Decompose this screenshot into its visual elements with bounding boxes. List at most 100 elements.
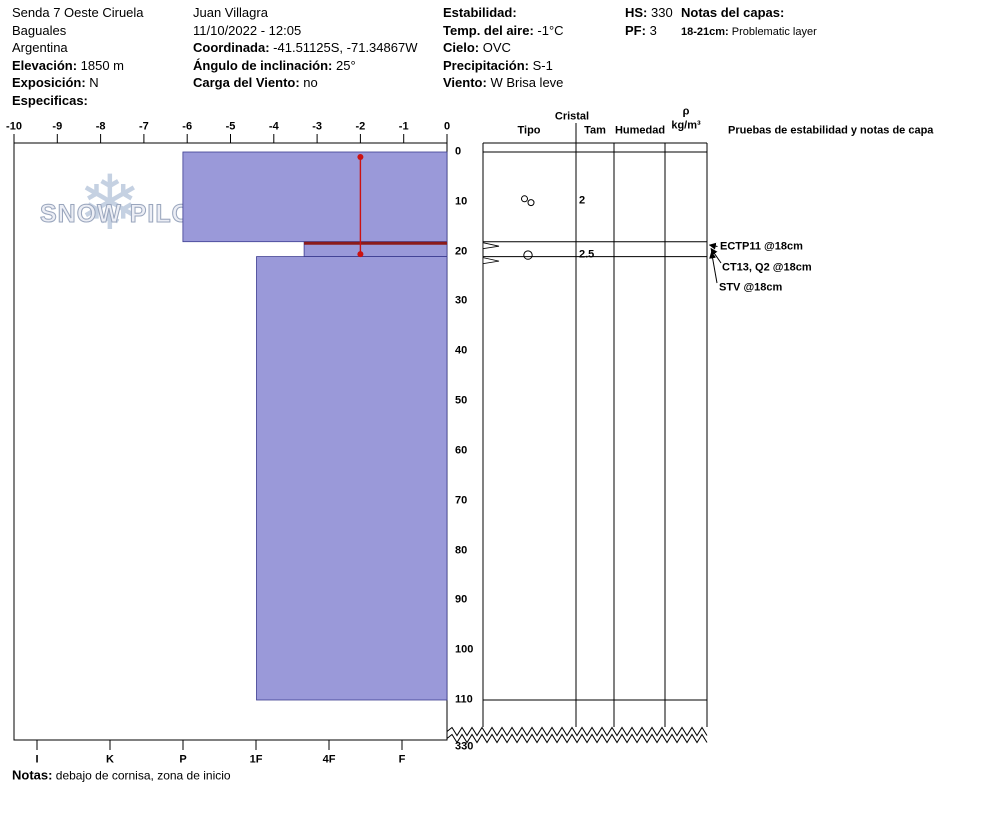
hardness-axis-label: 1F <box>249 753 263 766</box>
header-observer-name-value: Juan Villagra <box>193 5 268 20</box>
header-precipitation: Precipitación: S-1 <box>443 58 553 74</box>
layer-pointer-wedge <box>482 242 500 250</box>
header-stability-label: Estabilidad: <box>443 5 517 20</box>
crystal-group-header: Cristal <box>554 110 590 123</box>
temperature-profile <box>357 154 364 258</box>
depth-break-zigzag <box>446 733 708 744</box>
depth-axis-label: 70 <box>455 494 468 507</box>
header-site-country: Argentina <box>12 40 68 56</box>
header-observation-datetime-value: 11/10/2022 - 12:05 <box>193 23 302 38</box>
depth-axis-label: 10 <box>455 195 468 208</box>
depth-axis-label: 40 <box>455 344 468 357</box>
header-wind-loading-label: Carga del Viento: <box>193 75 300 90</box>
layer-table-grid <box>482 123 708 727</box>
temp-axis-label: -7 <box>139 120 149 133</box>
tests-column-header: Pruebas de estabilidad y notas de capa <box>728 124 934 137</box>
header-aspect-value: N <box>85 75 99 90</box>
header-wind-loading: Carga del Viento: no <box>193 75 318 91</box>
density-column-header: ρ <box>682 105 690 118</box>
grain-type-symbol <box>521 195 535 207</box>
temp-axis-ticks <box>13 134 448 143</box>
header-layer-note-value: Problematic layer <box>728 26 817 38</box>
header-coordinates: Coordinada: -41.51125S, -71.34867W <box>193 40 418 56</box>
header-elevation-label: Elevación: <box>12 58 78 73</box>
header-elevation: Elevación: 1850 m <box>12 58 125 74</box>
header-observer-name: Juan Villagra <box>193 5 268 21</box>
temp-axis-label: -10 <box>6 120 22 133</box>
depth-axis-label: 90 <box>455 594 468 607</box>
snow-layer-bar <box>256 256 448 701</box>
hardness-axis-ticks <box>36 740 403 750</box>
hardness-axis-label: P <box>179 753 187 766</box>
grain-size-value: 2 <box>579 194 586 207</box>
header-site-region: Baguales <box>12 23 66 39</box>
header-snow-height-label: HS: <box>625 5 648 20</box>
header-specifics: Especificas: <box>12 93 88 109</box>
header-aspect-label: Exposición: <box>12 75 86 90</box>
type-column-header: Tipo <box>517 124 541 137</box>
header-precipitation-label: Precipitación: <box>443 58 529 73</box>
header-slope-angle-value: 25° <box>332 58 356 73</box>
header-elevation-value: 1850 m <box>77 58 125 73</box>
header-air-temperature-label: Temp. del aire: <box>443 23 534 38</box>
layer-pointer-wedge <box>482 257 500 265</box>
header-coordinates-value: -41.51125S, -71.34867W <box>269 40 418 55</box>
temp-axis-label: -5 <box>225 120 236 133</box>
header-aspect: Exposición: N <box>12 75 99 91</box>
header-stability: Estabilidad: <box>443 5 517 21</box>
header-slope-angle: Ángulo de inclinación: 25° <box>193 58 356 74</box>
header-precipitation-value: S-1 <box>528 58 553 73</box>
header-coordinates-label: Coordinada: <box>193 40 270 55</box>
header-site-name-value: Senda 7 Oeste Ciruela <box>12 5 144 20</box>
pit-notes: Notas: debajo de cornisa, zona de inicio <box>12 768 231 784</box>
depth-axis-label: 100 <box>455 643 474 656</box>
snowflake-icon: ❄ <box>78 161 142 246</box>
header-layer-note: 18-21cm: Problematic layer <box>681 26 817 39</box>
temp-axis-label: -1 <box>398 120 409 133</box>
depth-axis-label: 50 <box>455 394 468 407</box>
stability-test-label: CT13, Q2 @18cm <box>722 261 812 274</box>
snow-layer-bar <box>182 151 448 243</box>
total-depth-label: 330 <box>455 740 474 753</box>
header-air-temperature-value: -1°C <box>533 23 564 38</box>
header-pit-number-label: PF: <box>625 23 646 38</box>
header-snow-height: HS: 330 <box>625 5 673 21</box>
grain-size-value: 2.5 <box>579 248 595 261</box>
temp-axis-label: -4 <box>268 120 279 133</box>
depth-axis-label: 80 <box>455 544 468 557</box>
header-slope-angle-label: Ángulo de inclinación: <box>193 58 333 73</box>
header-layer-note-label: 18-21cm: <box>681 26 729 38</box>
temp-axis-label: -8 <box>95 120 106 133</box>
temp-axis-label: -2 <box>355 120 366 133</box>
temp-axis-label: 0 <box>443 120 451 133</box>
header-specifics-label: Especificas: <box>12 93 88 108</box>
depth-break-zigzag <box>446 726 708 737</box>
depth-axis-label: 20 <box>455 245 468 258</box>
header-wind-value: W Brisa leve <box>486 75 564 90</box>
header-pit-number: PF: 3 <box>625 23 657 39</box>
header-snow-height-value: 330 <box>647 5 673 20</box>
header-site-name: Senda 7 Oeste Ciruela <box>12 5 144 21</box>
header-wind-label: Viento: <box>443 75 487 90</box>
header-sky-cover-label: Cielo: <box>443 40 480 55</box>
header-layer-notes-title-label: Notas del capas: <box>681 5 785 20</box>
density-unit-header: kg/m³ <box>671 119 701 132</box>
stability-test-label: STV @18cm <box>719 281 783 294</box>
temp-axis-label: -3 <box>312 120 322 133</box>
hardness-axis-label: K <box>106 753 114 766</box>
header-observation-datetime: 11/10/2022 - 12:05 <box>193 23 302 39</box>
header-pit-number-value: 3 <box>645 23 657 38</box>
watermark-text: SNOW PILOT <box>39 200 209 229</box>
hardness-axis-label: F <box>398 753 406 766</box>
header-layer-notes-title: Notas del capas: <box>681 5 785 21</box>
pit-notes-value: debajo de cornisa, zona de inicio <box>52 768 231 783</box>
stability-test-arrows <box>708 242 722 284</box>
size-column-header: Tam <box>584 124 606 137</box>
hardness-axis-label: I <box>35 753 39 766</box>
depth-axis-label: 30 <box>455 295 468 308</box>
header-wind-loading-value: no <box>299 75 318 90</box>
grain-type-symbol <box>523 250 533 260</box>
